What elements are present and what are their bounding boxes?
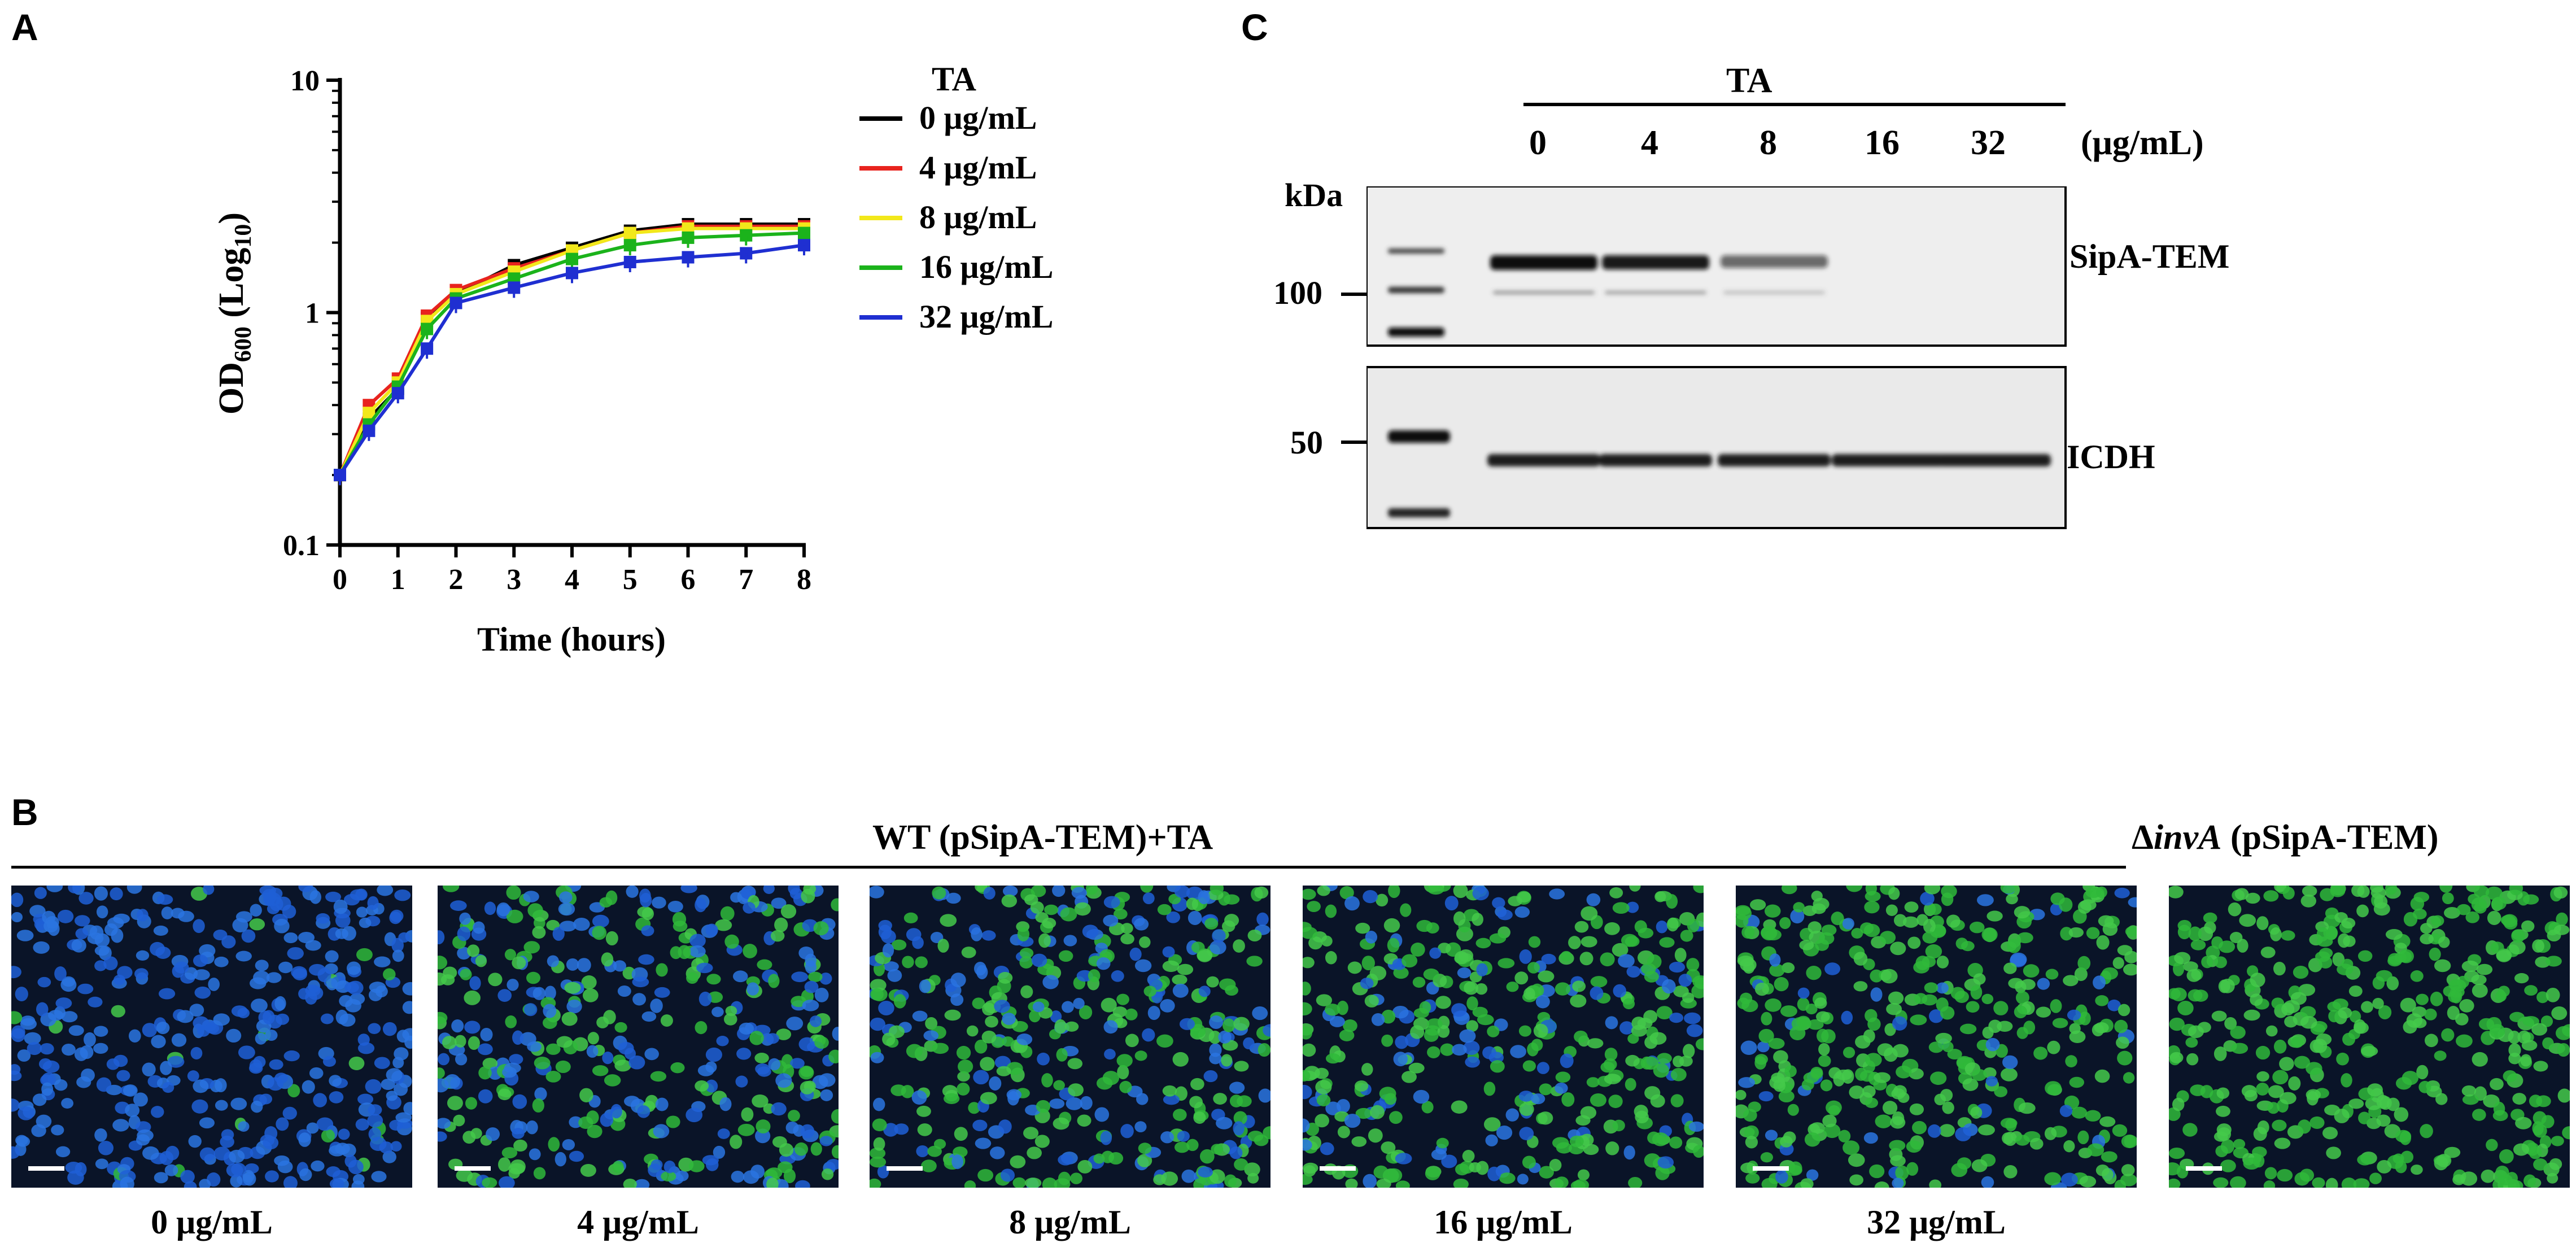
micro-invA-header: ΔinvA (pSipA-TEM) bbox=[2132, 818, 2439, 857]
scale-bar bbox=[887, 1166, 923, 1171]
micro-caption: 4 μg/mL bbox=[577, 1203, 699, 1241]
panel-b-letter: B bbox=[11, 791, 38, 833]
growth-curve-chart: 10 1 0.1 0 1 2 3 4 5 6 7 8 TA0 μg/mL 4 μg/mL 8 μg/mL 1… bbox=[212, 60, 1054, 658]
y-tick-label: 0.1 bbox=[283, 530, 320, 562]
micrograph bbox=[1736, 886, 2137, 1188]
panel-a-letter: A bbox=[11, 6, 38, 48]
blot-unit-label: (μg/mL) bbox=[2081, 124, 2204, 162]
x-tick-label: 2 bbox=[449, 564, 464, 596]
sipa-band bbox=[1490, 255, 1597, 270]
scale-bar bbox=[28, 1166, 64, 1171]
blot-lane-label: 4 bbox=[1641, 124, 1658, 162]
scale-bar bbox=[455, 1166, 491, 1171]
blot-lane-label: 8 bbox=[1759, 124, 1777, 162]
x-tick-label: 0 bbox=[333, 564, 347, 596]
legend-title: TA bbox=[932, 60, 976, 98]
micrograph bbox=[2169, 886, 2570, 1188]
micro-caption: 0 μg/mL bbox=[151, 1203, 273, 1241]
blot-band-icdh-label: ICDH bbox=[2067, 438, 2155, 476]
x-tick-label: 1 bbox=[391, 564, 405, 596]
icdh-band bbox=[1938, 454, 2051, 466]
blot-lane-label: 16 bbox=[1865, 124, 1900, 162]
blot-lane-label: 32 bbox=[1971, 124, 2006, 162]
y-tick-label: 1 bbox=[305, 298, 320, 330]
icdh-band bbox=[1718, 454, 1831, 466]
sipa-minor-band bbox=[1605, 291, 1706, 294]
blot-lane-label: 0 bbox=[1529, 124, 1547, 162]
blot-marker-50: 50 bbox=[1290, 424, 1323, 461]
sipa-minor-band bbox=[1723, 291, 1825, 294]
sipa-band bbox=[1721, 255, 1828, 268]
micrograph bbox=[870, 886, 1270, 1188]
y-tick-label: 10 bbox=[290, 65, 320, 97]
scale-bar bbox=[2186, 1166, 2222, 1171]
blot-ta-label: TA bbox=[1726, 62, 1772, 100]
icdh-band bbox=[1487, 454, 1600, 466]
y-axis-label: OD600 (Log10) bbox=[212, 212, 256, 415]
micrograph bbox=[11, 886, 412, 1188]
x-tick-label: 4 bbox=[565, 564, 579, 596]
micro-caption: 32 μg/mL bbox=[1867, 1203, 2006, 1241]
x-tick-label: 3 bbox=[507, 564, 521, 596]
micro-caption: 16 μg/mL bbox=[1434, 1203, 1573, 1241]
icdh-band bbox=[1599, 454, 1712, 466]
panel-c-letter: C bbox=[1241, 6, 1268, 48]
legend-entry: 8 μg/mL bbox=[919, 199, 1037, 236]
x-tick-label: 5 bbox=[623, 564, 638, 596]
x-tick-label: 6 bbox=[681, 564, 696, 596]
sipa-minor-band bbox=[1493, 291, 1595, 294]
blot-bottom-membrane bbox=[1366, 366, 2067, 529]
legend-entry: 0 μg/mL bbox=[919, 99, 1037, 136]
x-axis-label: Time (hours) bbox=[477, 621, 666, 658]
blot-top-membrane bbox=[1366, 186, 2067, 347]
micrograph bbox=[1303, 886, 1704, 1188]
icdh-band bbox=[1832, 454, 1945, 466]
blot-marker-100: 100 bbox=[1273, 274, 1322, 311]
sipa-band bbox=[1602, 255, 1709, 270]
micro-header: WT (pSipA-TEM)+TA bbox=[872, 818, 1213, 857]
scale-bar bbox=[1320, 1166, 1356, 1171]
legend-entry: 16 μg/mL bbox=[919, 248, 1054, 285]
blot-ta-bracket bbox=[1523, 103, 2066, 106]
legend-entry: 4 μg/mL bbox=[919, 149, 1037, 186]
marker-100-tick bbox=[1341, 293, 1367, 296]
micrograph bbox=[438, 886, 839, 1188]
legend-entry: 32 μg/mL bbox=[919, 298, 1054, 335]
scale-bar bbox=[1753, 1166, 1789, 1171]
x-tick-label: 7 bbox=[739, 564, 753, 596]
data-point bbox=[508, 281, 521, 294]
blot-band-sipa-label: SipA-TEM bbox=[2069, 238, 2230, 275]
x-tick-label: 8 bbox=[797, 564, 811, 596]
micro-header-line bbox=[11, 866, 2126, 869]
blot-kda-label: kDa bbox=[1285, 177, 1343, 213]
micro-caption: 8 μg/mL bbox=[1009, 1203, 1131, 1241]
marker-50-tick bbox=[1341, 441, 1367, 444]
western-blot-image bbox=[1366, 186, 2067, 529]
